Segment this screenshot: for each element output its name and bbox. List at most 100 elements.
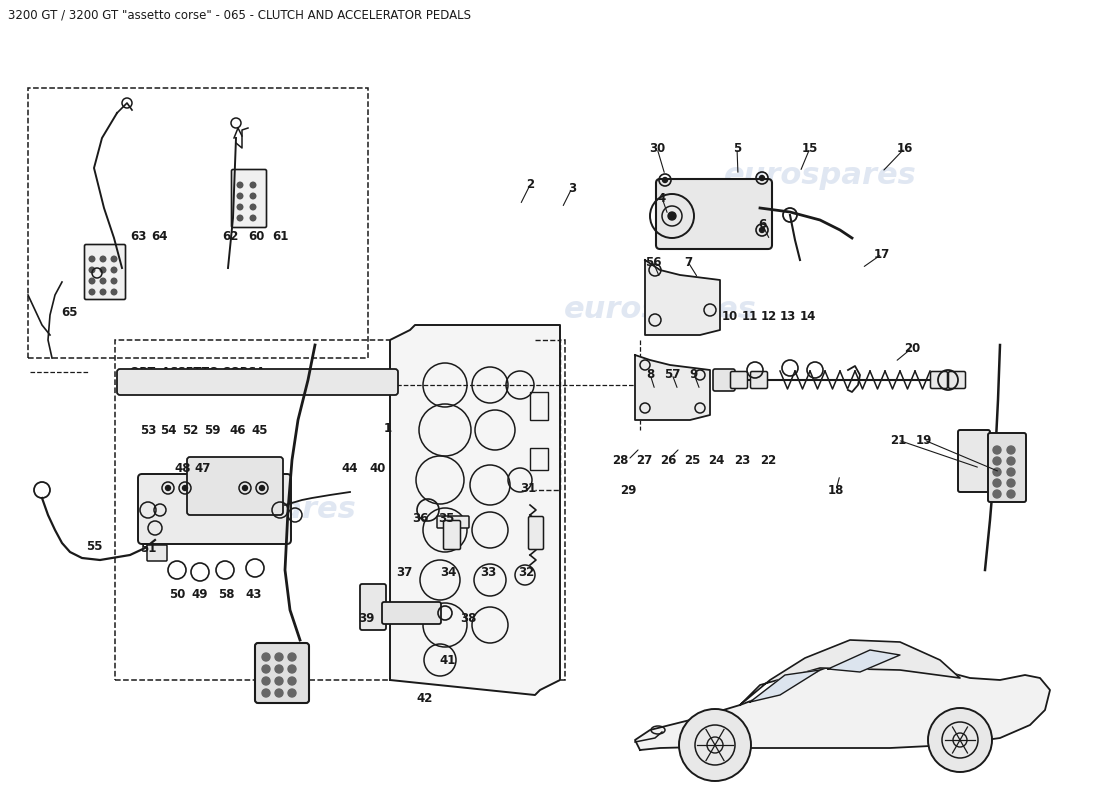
- FancyBboxPatch shape: [750, 371, 768, 389]
- Circle shape: [99, 266, 107, 274]
- Polygon shape: [635, 655, 1050, 750]
- Text: 12: 12: [761, 310, 777, 322]
- FancyBboxPatch shape: [713, 369, 735, 391]
- Circle shape: [1006, 468, 1015, 476]
- Circle shape: [110, 278, 118, 285]
- Text: 35: 35: [438, 511, 454, 525]
- Bar: [116, 340, 565, 680]
- Circle shape: [679, 709, 751, 781]
- Text: 42: 42: [417, 691, 433, 705]
- FancyBboxPatch shape: [255, 643, 309, 703]
- Text: 3: 3: [568, 182, 576, 194]
- Circle shape: [250, 193, 256, 199]
- Text: 17: 17: [873, 247, 890, 261]
- Text: 60: 60: [248, 230, 264, 242]
- Text: 41: 41: [440, 654, 456, 666]
- Text: 33: 33: [480, 566, 496, 578]
- Text: 49: 49: [191, 587, 208, 601]
- Circle shape: [262, 689, 270, 697]
- Circle shape: [993, 479, 1001, 487]
- Circle shape: [165, 486, 170, 490]
- Circle shape: [662, 178, 668, 182]
- FancyBboxPatch shape: [730, 371, 748, 389]
- Text: 22: 22: [760, 454, 777, 466]
- Text: 52: 52: [182, 423, 198, 437]
- Circle shape: [993, 468, 1001, 476]
- Text: 21: 21: [890, 434, 906, 446]
- Circle shape: [236, 193, 243, 199]
- Text: 40: 40: [370, 462, 386, 474]
- Circle shape: [88, 255, 96, 262]
- Circle shape: [236, 214, 243, 222]
- FancyBboxPatch shape: [656, 179, 772, 249]
- Circle shape: [262, 653, 270, 661]
- Circle shape: [993, 446, 1001, 454]
- Polygon shape: [645, 260, 720, 335]
- Bar: [530, 392, 548, 420]
- Text: 5: 5: [733, 142, 741, 154]
- Circle shape: [242, 486, 248, 490]
- Text: 44: 44: [342, 462, 359, 474]
- Circle shape: [759, 175, 764, 181]
- FancyBboxPatch shape: [231, 170, 266, 227]
- Text: 54: 54: [160, 423, 176, 437]
- Text: 3200 GT / 3200 GT "assetto corse" - 065 - CLUTCH AND ACCELERATOR PEDALS: 3200 GT / 3200 GT "assetto corse" - 065 …: [8, 8, 471, 21]
- Text: 4: 4: [658, 191, 667, 205]
- FancyBboxPatch shape: [360, 584, 386, 630]
- Circle shape: [88, 278, 96, 285]
- Text: 19: 19: [916, 434, 932, 446]
- Circle shape: [288, 665, 296, 673]
- Text: 46: 46: [230, 423, 246, 437]
- Circle shape: [288, 677, 296, 685]
- Text: 13: 13: [780, 310, 796, 322]
- FancyBboxPatch shape: [437, 516, 469, 528]
- Polygon shape: [635, 355, 710, 420]
- Text: 39: 39: [358, 611, 374, 625]
- Text: 9: 9: [690, 367, 698, 381]
- Text: 34: 34: [440, 566, 456, 578]
- Text: eurospares: eurospares: [164, 495, 356, 525]
- FancyBboxPatch shape: [443, 521, 461, 550]
- FancyBboxPatch shape: [187, 457, 283, 515]
- Text: 18: 18: [828, 483, 844, 497]
- FancyBboxPatch shape: [958, 430, 990, 492]
- Circle shape: [275, 689, 283, 697]
- Text: 24: 24: [707, 454, 724, 466]
- Text: 55: 55: [86, 539, 102, 553]
- Text: 48: 48: [175, 462, 191, 474]
- Polygon shape: [828, 650, 900, 672]
- Text: 64: 64: [152, 230, 168, 242]
- Text: 10: 10: [722, 310, 738, 322]
- Circle shape: [250, 182, 256, 189]
- Text: 51: 51: [140, 542, 156, 554]
- Text: 63: 63: [130, 230, 146, 242]
- Circle shape: [275, 677, 283, 685]
- Circle shape: [759, 227, 764, 233]
- Circle shape: [99, 255, 107, 262]
- Circle shape: [668, 212, 676, 220]
- Text: 56: 56: [645, 255, 661, 269]
- Circle shape: [275, 665, 283, 673]
- Circle shape: [110, 255, 118, 262]
- Circle shape: [88, 266, 96, 274]
- Text: 43: 43: [245, 587, 262, 601]
- Text: 28: 28: [612, 454, 628, 466]
- Circle shape: [1006, 490, 1015, 498]
- Bar: [28, 88, 368, 358]
- Text: eurospares: eurospares: [724, 161, 916, 190]
- Text: 32: 32: [518, 566, 535, 578]
- Circle shape: [1006, 479, 1015, 487]
- Text: 15: 15: [802, 142, 818, 154]
- Text: 37: 37: [396, 566, 412, 578]
- Text: 1: 1: [384, 422, 392, 434]
- Text: 27: 27: [636, 454, 652, 466]
- FancyBboxPatch shape: [931, 371, 947, 389]
- Circle shape: [110, 266, 118, 274]
- Circle shape: [250, 214, 256, 222]
- Circle shape: [236, 203, 243, 210]
- Text: 6: 6: [758, 218, 766, 230]
- Circle shape: [99, 289, 107, 295]
- Text: 50: 50: [168, 587, 185, 601]
- FancyBboxPatch shape: [147, 545, 167, 561]
- Circle shape: [183, 486, 187, 490]
